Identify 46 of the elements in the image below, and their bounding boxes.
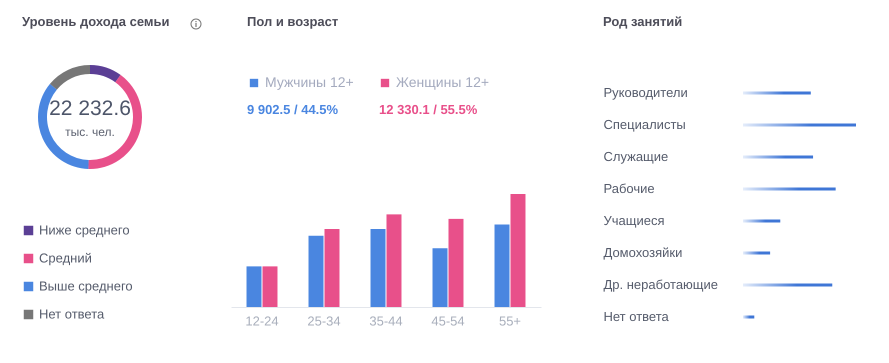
donut-slice [50, 65, 90, 90]
bar [308, 236, 324, 307]
y-tick-label: Рабочие [604, 181, 655, 196]
bar [246, 266, 262, 307]
chart-title: Пол и возраст [247, 14, 338, 29]
donut-slice [90, 65, 121, 82]
y-tick-label: Учащиеся [604, 213, 664, 228]
bar [743, 188, 836, 190]
bar [743, 284, 832, 286]
bar [510, 194, 526, 307]
legend-label: Мужчины 12+ [265, 74, 354, 90]
legend-label: Женщины 12+ [396, 74, 490, 90]
y-tick-label: Руководители [604, 85, 688, 100]
bar [743, 252, 770, 254]
y-tick-label: Др. неработающие [604, 277, 718, 292]
x-tick-label: 25-34 [307, 314, 341, 328]
bar [743, 92, 811, 94]
bar [262, 266, 278, 307]
legend-label: Ниже среднего [39, 222, 130, 238]
text: 12 330.1 / 55.5% [379, 102, 478, 117]
bar [743, 156, 814, 158]
bar [743, 220, 780, 222]
bar [370, 229, 386, 307]
bar [494, 224, 510, 307]
legend-label: Выше среднего [39, 278, 133, 294]
bar [432, 248, 448, 307]
y-tick-label: Служащие [604, 149, 668, 164]
bar [386, 214, 402, 307]
legend-label: Средний [39, 250, 92, 266]
y-tick-label: Нет ответа [604, 309, 670, 324]
bar [448, 218, 464, 307]
text: 9 902.5 / 44.5% [247, 102, 339, 117]
x-tick-label: 55+ [498, 314, 522, 328]
legend-label: Нет ответа [39, 306, 106, 322]
bar [743, 316, 754, 318]
text: 22 232.6 [49, 97, 131, 120]
bar [743, 124, 856, 126]
y-tick-label: Специалисты [604, 117, 686, 132]
chart-title: Уровень дохода семьи [22, 14, 170, 29]
y-tick-label: Домохозяйки [604, 245, 682, 260]
chart-title: Род занятий [603, 14, 682, 29]
x-tick-label: 12-24 [245, 314, 279, 328]
x-tick-label: 45-54 [431, 314, 465, 328]
text: тыс. чел. [65, 125, 115, 139]
x-tick-label: 35-44 [369, 314, 403, 328]
bar [324, 229, 340, 307]
